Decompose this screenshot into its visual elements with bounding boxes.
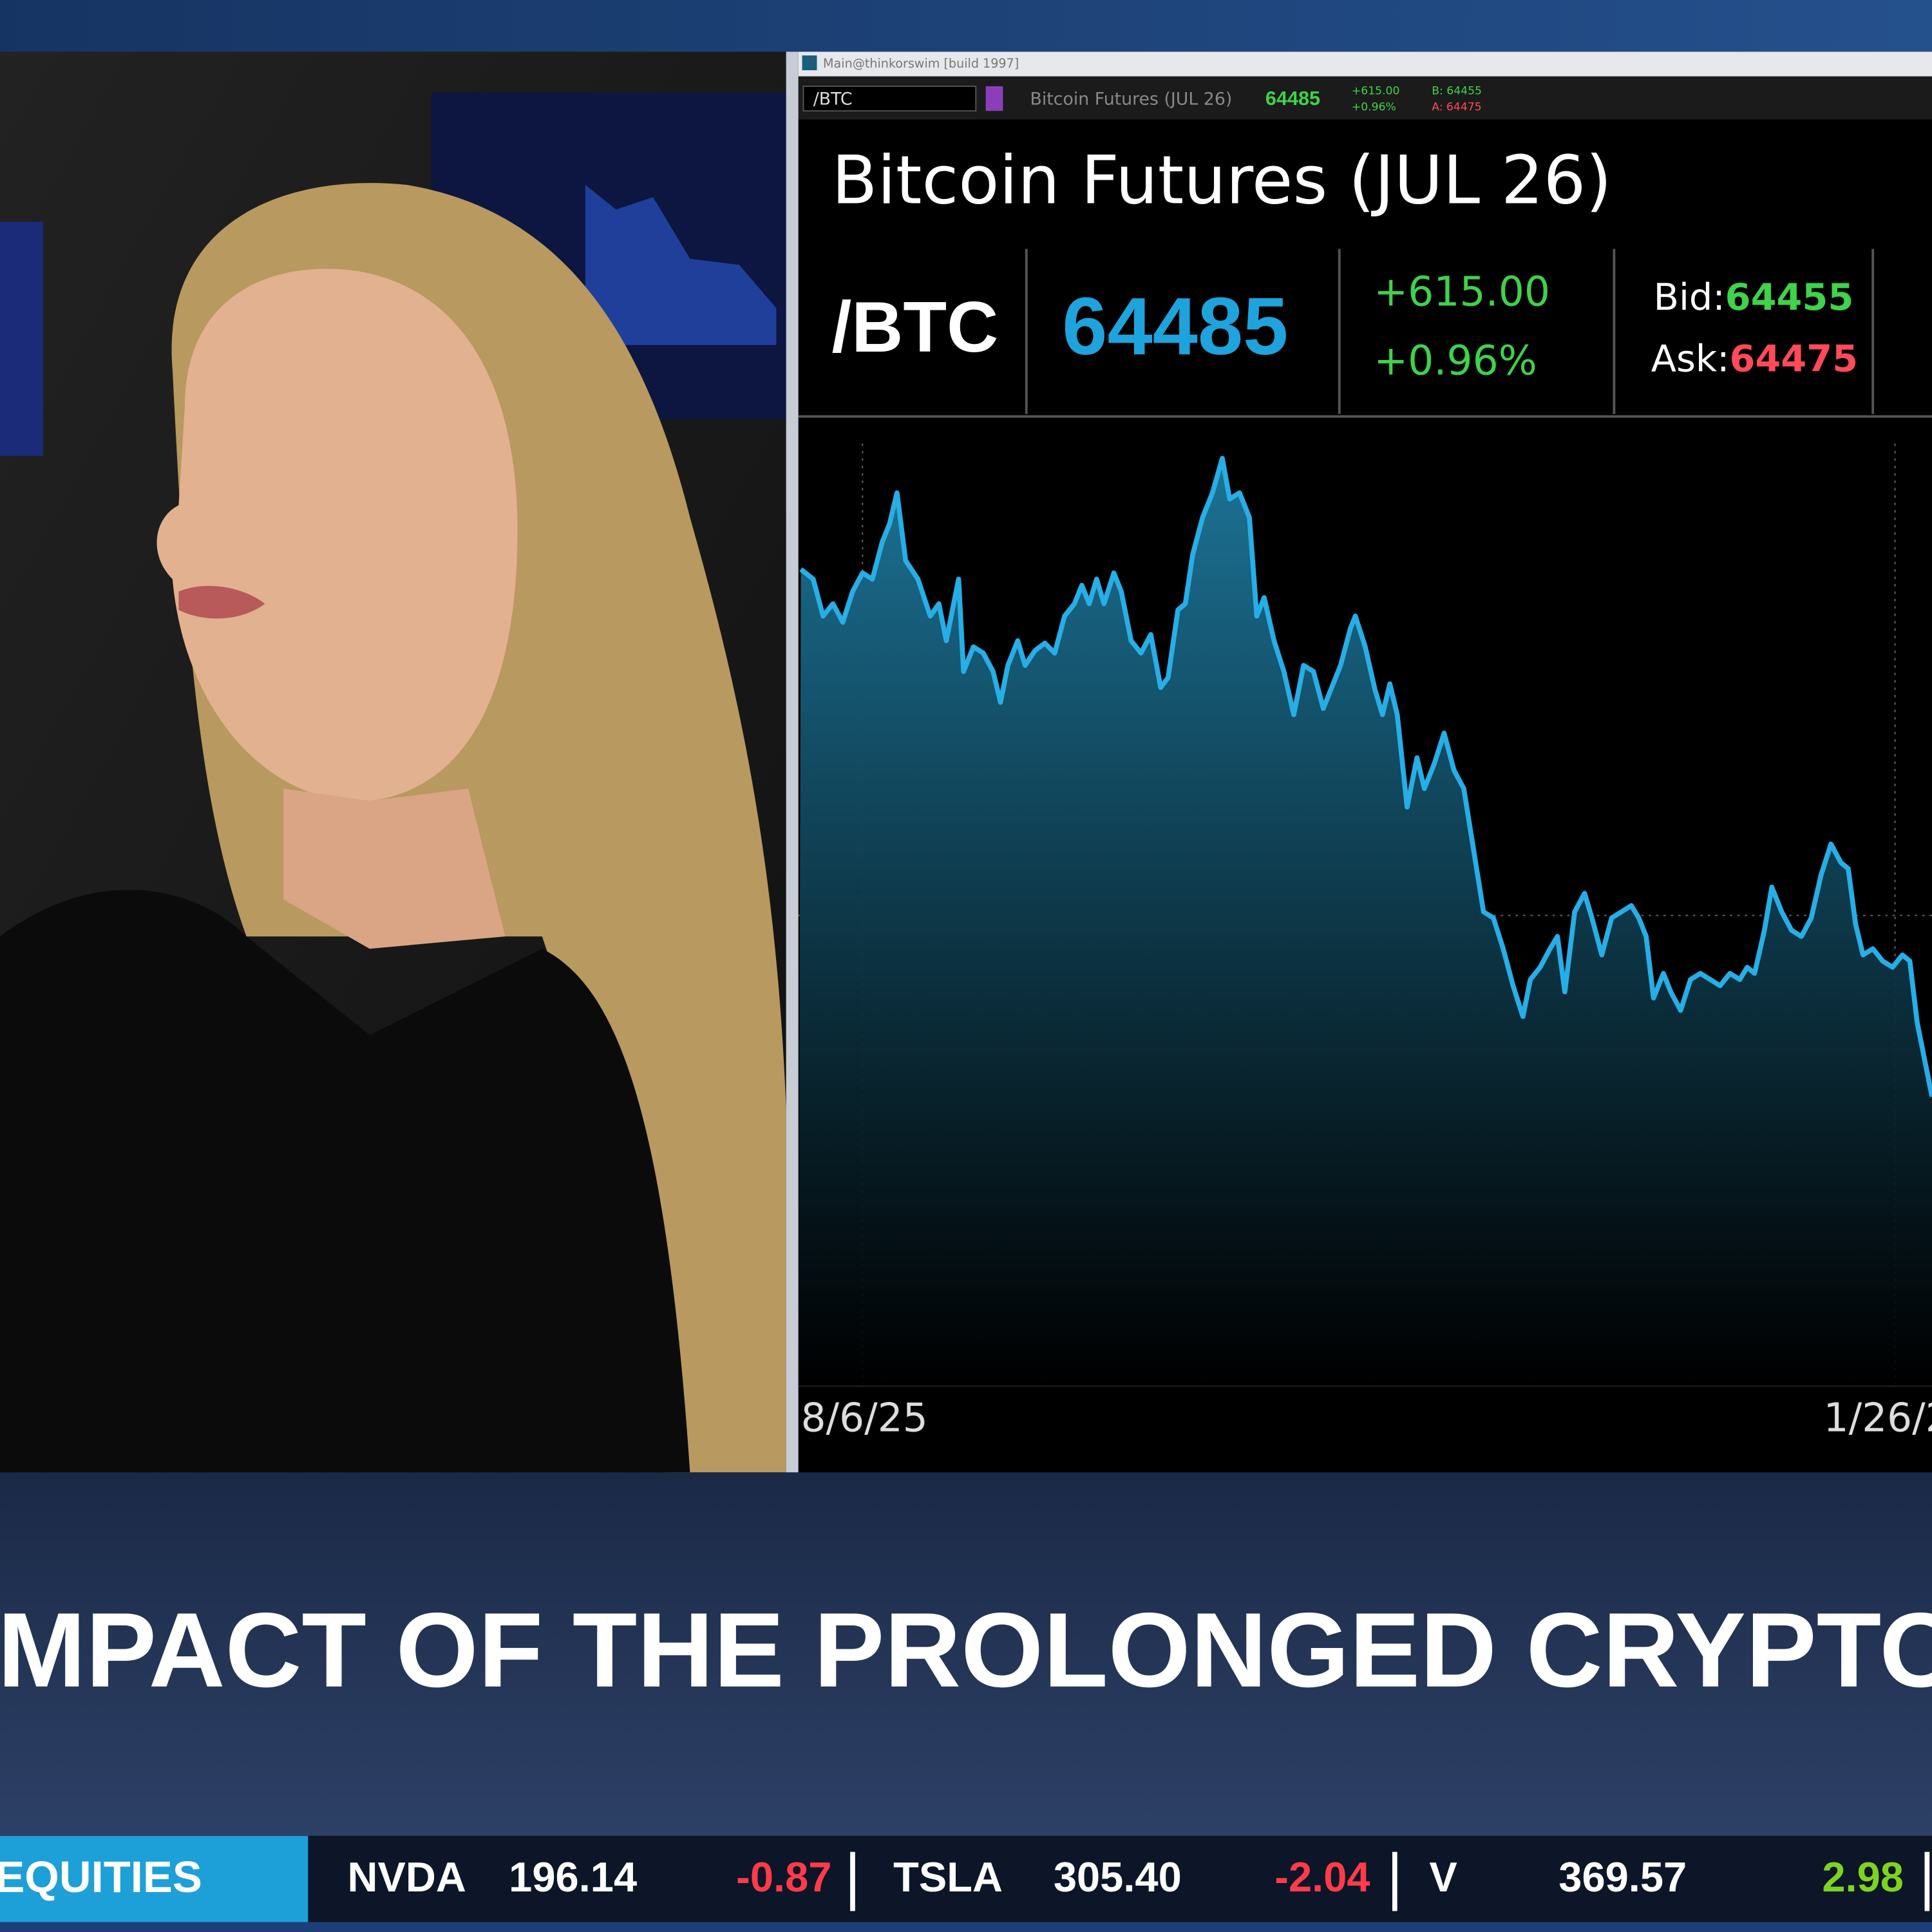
studio-video — [0, 52, 786, 1473]
divider — [786, 52, 799, 1473]
toolbar-change: +615.00 — [1352, 85, 1400, 98]
monitor-chart — [585, 184, 777, 345]
ticker-change: 2.98 — [1822, 1853, 1904, 1900]
dress — [0, 889, 690, 1473]
window-titlebar — [798, 52, 1932, 77]
quote-bid: Bid:64455 — [1654, 276, 1854, 319]
symbol-box — [802, 85, 977, 112]
top-band — [0, 0, 1932, 52]
bid-label: Bid: — [1654, 276, 1725, 319]
ticker-price: 196.14 — [509, 1853, 637, 1900]
quote-ask: Ask:64475 — [1651, 337, 1858, 380]
ticker-bar — [0, 1835, 1932, 1922]
window-icon — [802, 55, 817, 71]
ticker-symbol: NVDA — [348, 1853, 466, 1900]
toolbar-bid: B: 64455 — [1432, 85, 1482, 98]
toolbar-ask: A: 64475 — [1432, 100, 1481, 113]
ticker-section-box — [0, 1835, 308, 1922]
lower-third — [0, 1472, 1932, 1836]
lips — [178, 585, 265, 619]
ticker-items: NVDA 196.14 -0.87 TSLA 305.40 -2.04 V 369.57 2.9… — [348, 1852, 1930, 1911]
ticker-divider — [1392, 1852, 1397, 1911]
face — [156, 269, 518, 802]
ticker-symbol: V — [1429, 1853, 1457, 1900]
studio-screen — [0, 222, 43, 456]
quote-symbol: /BTC — [831, 287, 998, 367]
ticker-section: EQUITIES — [0, 1852, 202, 1902]
price-line — [799, 455, 1932, 1097]
ticker-symbol: TSLA — [893, 1853, 1003, 1900]
bottom-stripe — [0, 1922, 1932, 1932]
toolbar-percent: +0.96% — [1352, 100, 1396, 113]
x-label: 8/6/25 — [801, 1396, 928, 1441]
window-title: Main@thinkorswim [build 1997] — [823, 56, 1019, 71]
ticker-divider — [850, 1852, 855, 1911]
toolbar-description: Bitcoin Futures (JUL 26) — [1030, 89, 1232, 109]
ask-value: 64475 — [1729, 337, 1858, 380]
toolbar-symbol: /BTC — [813, 89, 853, 109]
toolbar-last: 64485 — [1265, 88, 1320, 109]
ticker-change: -2.04 — [1274, 1853, 1370, 1900]
neck — [283, 788, 506, 949]
ask-label: Ask: — [1651, 337, 1730, 380]
ticker-divider — [1924, 1852, 1930, 1911]
quote-dividers — [798, 249, 1932, 418]
price-area — [798, 458, 1932, 1387]
quote-percent: +0.96% — [1374, 336, 1537, 384]
ticker-change: -0.87 — [736, 1853, 831, 1900]
toolbar-icon — [985, 86, 1003, 111]
headline: MPACT OF THE PROLONGED CRYPTO BEA — [0, 1591, 1932, 1709]
quote-last: 64485 — [1062, 281, 1288, 372]
x-label: 1/26/2 — [1824, 1396, 1932, 1441]
ticker-price: 369.57 — [1558, 1853, 1687, 1900]
quote-title: Bitcoin Futures (JUL 26) — [831, 142, 1611, 219]
ticker-price: 305.40 — [1054, 1853, 1182, 1900]
bid-value: 64455 — [1725, 276, 1854, 319]
quote-change: +615.00 — [1374, 267, 1550, 315]
